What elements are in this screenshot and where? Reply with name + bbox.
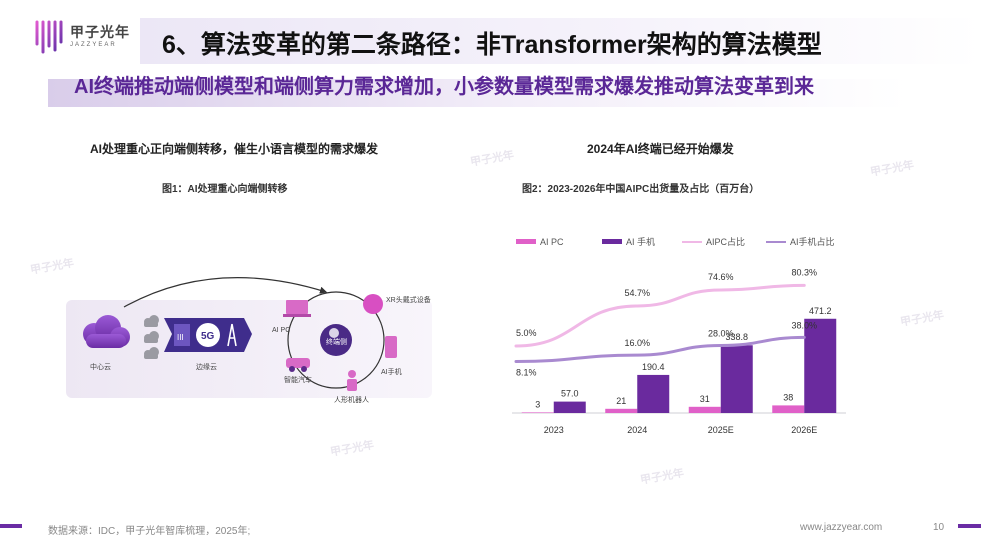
robot-icon: [348, 370, 356, 378]
logo-text-en: JAZZYEAR: [70, 42, 117, 48]
x-tick-2024: 2024: [627, 425, 647, 435]
line-label-1-1: 16.0%: [624, 338, 650, 348]
edge-5g-band: III 5G: [164, 318, 252, 352]
central-cloud-icon: [83, 315, 130, 348]
aipc-shipment-chart: AI PC AI 手机 AIPC占比 AI手机占比 3 57.0 2023 21 190.4 20…: [512, 236, 846, 435]
device-label-robot: 人形机器人: [334, 395, 369, 404]
bar-label-0-0: 3: [535, 399, 540, 409]
line-AI手机占比: [514, 335, 806, 363]
device-label-car: 智能汽车: [284, 375, 312, 384]
footer-accent-right: [958, 524, 981, 528]
bar-label-1-3: 471.2: [809, 306, 832, 316]
subtitle-band: [48, 79, 908, 107]
page-number: 10: [933, 522, 945, 533]
bar-AI 手机-2025E: [720, 345, 753, 413]
bar-label-0-2: 31: [700, 394, 710, 404]
small-cloud-icons: [144, 315, 159, 359]
title-bar: [140, 18, 981, 64]
data-source: 数据来源：IDC，甲子光年智库梳理，2025年;: [48, 526, 251, 537]
website-link[interactable]: www.jazzyear.com: [800, 522, 883, 533]
tower-icon: [227, 323, 237, 347]
bar-AI PC-2023: [521, 412, 554, 413]
line-label-0-2: 74.6%: [708, 272, 734, 282]
x-tick-2025E: 2025E: [708, 425, 734, 435]
bar-label-1-2: 338.8: [725, 332, 748, 342]
central-cloud-label: 中心云: [90, 362, 111, 371]
legend-swatch-1: [602, 239, 622, 244]
xr-headset-icon: [363, 294, 383, 314]
legend-label-2: AIPC占比: [706, 236, 745, 247]
figure1-caption: 图1：AI处理重心向端侧转移: [162, 184, 288, 195]
bar-AI 手机-2026E: [804, 318, 837, 413]
footer-accent-left: [0, 524, 22, 528]
bar-AI PC-2026E: [772, 405, 805, 413]
legend-label-0: AI PC: [540, 237, 564, 247]
line-label-0-1: 54.7%: [624, 288, 650, 298]
bar-label-1-0: 57.0: [561, 389, 579, 399]
page-subtitle: AI终端推动端侧模型和端侧算力需求增加，小参数量模型需求爆发推动算法变革到来: [74, 76, 814, 98]
logo-text-cn: 甲子光年: [70, 24, 130, 40]
logo-mark-icon: [35, 20, 63, 54]
figure2-caption: 图2：2023-2026年中国AIPC出货量及占比（百万台）: [522, 184, 760, 195]
network-label: 5G: [201, 331, 215, 342]
device-label-xr: XR头戴式设备: [386, 295, 431, 304]
ai-pc-icon: [286, 300, 308, 314]
smart-car-icon: [286, 358, 310, 368]
bar-label-1-1: 190.4: [642, 362, 665, 372]
edge-cloud-label: 边缘云: [196, 362, 217, 371]
bar-AI 手机-2024: [637, 374, 670, 413]
shift-arrow: [123, 277, 328, 308]
legend-label-3: AI手机占比: [790, 236, 835, 247]
left-panel-heading: AI处理重心正向端侧转移，催生小语言模型的需求爆发: [90, 142, 379, 156]
line-label-0-3: 80.3%: [791, 267, 817, 277]
device-label-ai-pc: AI PC: [272, 327, 290, 334]
edge-shift-diagram: 中心云 III 5G 边缘云 终端侧 XR头戴式设备 AI PC AI手机 智能…: [66, 277, 432, 404]
hub-icon: [320, 324, 352, 356]
ai-phone-icon: [385, 336, 397, 358]
legend-label-1: AI 手机: [626, 236, 655, 247]
x-tick-2026E: 2026E: [791, 425, 817, 435]
x-tick-2023: 2023: [544, 425, 564, 435]
line-label-1-3: 38.0%: [791, 320, 817, 330]
bar-label-0-3: 38: [783, 392, 793, 402]
brand-logo: 甲子光年 JAZZYEAR: [34, 20, 154, 56]
device-ring: [287, 291, 385, 389]
right-panel-heading: 2024年AI终端已经开始爆发: [587, 142, 734, 156]
line-label-1-2: 28.0%: [708, 328, 734, 338]
page-title: 6、算法变革的第二条路径：非Transformer架构的算法模型: [162, 31, 822, 59]
line-label-1-0: 8.1%: [516, 367, 537, 377]
device-label-ai-phone: AI手机: [381, 367, 402, 376]
bar-label-0-1: 21: [616, 396, 626, 406]
legend-swatch-0: [516, 239, 536, 244]
bar-AI PC-2025E: [688, 406, 721, 413]
bar-AI 手机-2023: [553, 401, 586, 413]
line-AIPC占比: [514, 283, 806, 348]
bar-AI PC-2024: [605, 408, 638, 413]
svg-text:III: III: [177, 333, 184, 342]
line-label-0-0: 5.0%: [516, 328, 537, 338]
hub-label: 终端侧: [326, 337, 347, 346]
